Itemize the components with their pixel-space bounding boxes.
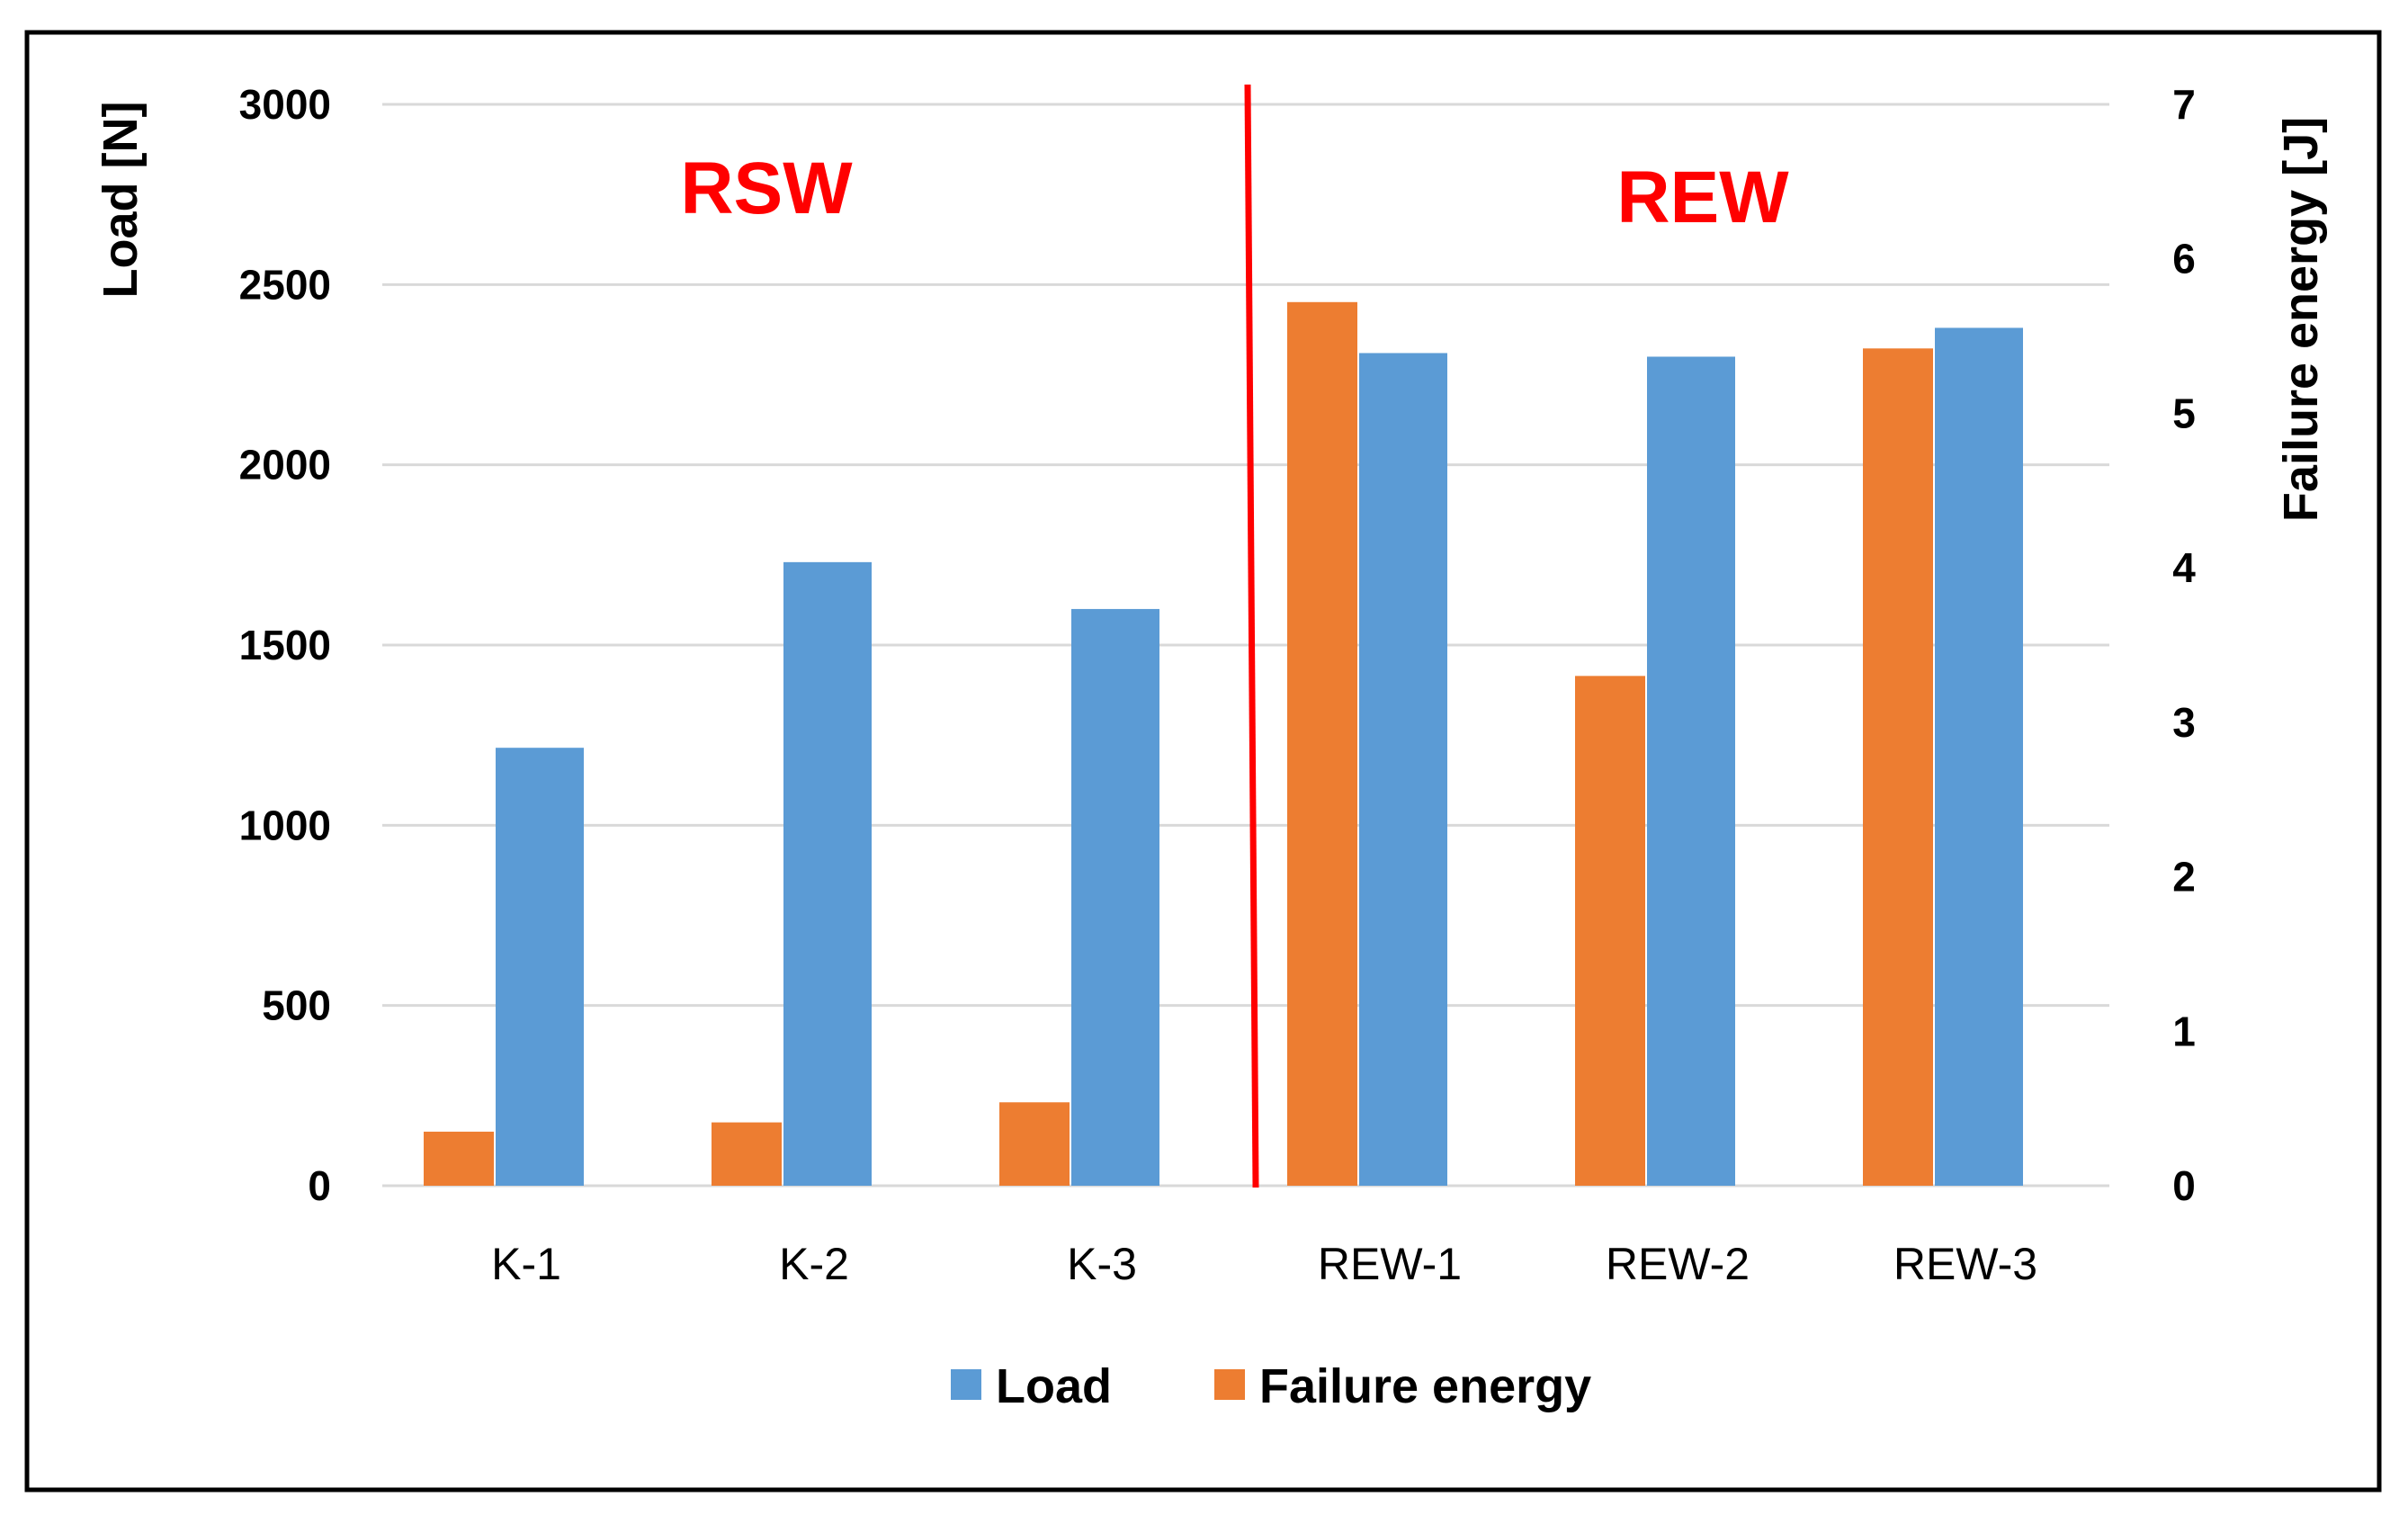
group-label-rsw: RSW [680,148,853,229]
legend-swatch-failure-energy [1214,1369,1245,1400]
left-tick-label: 1500 [239,622,331,668]
left-axis-title: Load [N] [94,102,148,299]
bar-failure-energy [1287,301,1357,1186]
right-tick-label: 0 [2172,1162,2196,1209]
left-tick-label: 3000 [239,81,331,128]
left-tick-label: 2500 [239,261,331,308]
left-tick-label: 2000 [239,442,331,489]
bar-failure-energy [424,1131,494,1186]
bar-load [783,561,872,1186]
category-labels: K-1 K-2 K-3 REW-1 REW-2 REW-3 [491,1239,2037,1289]
category-label: REW-3 [1893,1239,2037,1289]
category-label: K-1 [491,1239,561,1289]
bar-load [1935,327,2023,1186]
bar-load [1647,356,1735,1186]
category-label: REW-1 [1318,1239,1462,1289]
right-tick-label: 2 [2172,854,2196,901]
right-axis-ticks: 0 1 2 3 4 5 6 7 [2172,81,2196,1209]
category-label: K-2 [779,1239,849,1289]
right-tick-label: 7 [2172,81,2196,128]
right-tick-label: 1 [2172,1008,2196,1054]
category-label: K-3 [1067,1239,1137,1289]
bar-failure-energy [1863,348,1933,1186]
left-tick-label: 500 [262,982,331,1029]
legend-label-load: Load [996,1359,1112,1413]
left-tick-label: 0 [308,1162,331,1209]
bar-failure-energy [999,1102,1070,1186]
legend: Load Failure energy [951,1359,1591,1413]
left-axis-ticks: 0 500 1000 1500 2000 2500 3000 [239,81,331,1209]
category-label: REW-2 [1606,1239,1750,1289]
right-tick-label: 3 [2172,699,2196,746]
right-axis-title: Failure energy [J] [2274,117,2328,522]
gridlines [382,103,2109,1188]
left-tick-label: 1000 [239,802,331,848]
bar-failure-energy [712,1122,782,1186]
legend-swatch-load [951,1369,981,1400]
bar-load [496,748,584,1186]
legend-label-failure-energy: Failure energy [1259,1359,1591,1413]
right-tick-label: 5 [2172,390,2196,436]
right-tick-label: 4 [2172,544,2196,591]
group-label-rew: REW [1616,157,1789,238]
bar-failure-energy [1575,676,1645,1186]
right-tick-label: 6 [2172,236,2196,282]
bar-group [424,301,2023,1187]
bar-load [1071,608,1159,1186]
bar-load [1359,353,1447,1187]
group-divider-line [1244,84,1259,1188]
